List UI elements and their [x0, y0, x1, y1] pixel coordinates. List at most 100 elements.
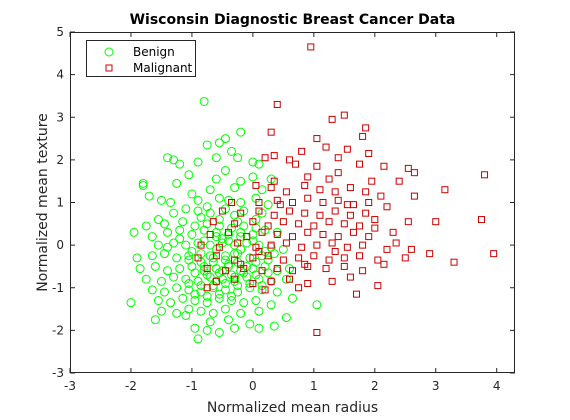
malignant-point — [270, 152, 278, 160]
benign-point — [147, 285, 157, 295]
malignant-point — [221, 267, 229, 275]
malignant-point — [334, 169, 342, 177]
malignant-point — [289, 267, 296, 275]
benign-point — [135, 264, 145, 274]
benign-point — [175, 225, 185, 235]
benign-point — [202, 140, 212, 150]
benign-point — [193, 157, 203, 167]
benign-point — [144, 191, 154, 201]
benign-point — [147, 232, 157, 242]
chart-title: Wisconsin Diagnostic Breast Cancer Data — [130, 12, 456, 28]
malignant-point — [322, 143, 330, 151]
benign-point — [156, 306, 166, 316]
benign-point — [214, 138, 224, 148]
malignant-point — [295, 220, 303, 228]
benign-point — [172, 178, 182, 188]
legend-symbol — [104, 47, 114, 57]
malignant-point — [359, 241, 367, 249]
malignant-point — [343, 201, 351, 209]
benign-point — [187, 189, 197, 199]
malignant-point — [319, 199, 327, 206]
malignant-point — [289, 233, 296, 241]
malignant-point — [359, 132, 367, 140]
benign-point — [166, 198, 176, 207]
malignant-point — [362, 188, 370, 196]
malignant-point — [362, 209, 370, 217]
malignant-point — [231, 256, 239, 264]
malignant-point — [304, 279, 312, 287]
benign-point — [129, 227, 139, 237]
benign-point — [141, 221, 151, 231]
malignant-point — [343, 145, 351, 153]
legend-marker-benign — [104, 47, 114, 57]
benign-point — [132, 253, 142, 263]
malignant-point — [292, 160, 300, 168]
y-tick-label: 3 — [56, 110, 64, 124]
x-tick-label: 2 — [371, 379, 379, 393]
malignant-point — [383, 203, 391, 211]
benign-point — [126, 298, 136, 308]
malignant-point — [273, 230, 281, 238]
benign-point — [156, 276, 166, 286]
malignant-point — [282, 188, 290, 196]
benign-point — [205, 208, 215, 218]
malignant-point — [365, 199, 373, 206]
malignant-point — [383, 245, 391, 253]
x-tick-label: -2 — [125, 379, 137, 393]
benign-point — [257, 185, 267, 195]
benign-point — [236, 308, 246, 318]
malignant-point — [267, 277, 275, 285]
benign-point — [220, 251, 230, 261]
benign-point — [220, 134, 230, 144]
malignant-point — [255, 207, 263, 215]
benign-point — [272, 227, 282, 237]
benign-point — [254, 159, 264, 169]
malignant-point — [273, 265, 281, 273]
malignant-point — [410, 192, 418, 200]
benign-point — [245, 278, 255, 288]
malignant-point — [316, 211, 324, 219]
malignant-point — [218, 207, 226, 215]
x-axis-label: Normalized mean radius — [207, 400, 378, 416]
benign-point — [184, 285, 194, 295]
benign-point — [172, 308, 182, 318]
benign-point — [211, 276, 221, 286]
benign-point — [193, 334, 203, 344]
benign-point — [211, 174, 221, 184]
malignant-point — [215, 243, 223, 251]
benign-point — [175, 264, 185, 274]
malignant-point — [313, 241, 321, 249]
malignant-point — [356, 222, 364, 230]
data-points — [126, 43, 498, 344]
malignant-point — [310, 252, 318, 260]
malignant-point — [304, 228, 312, 236]
benign-point — [187, 247, 197, 257]
benign-point — [205, 240, 215, 250]
malignant-point — [228, 199, 236, 206]
malignant-point — [264, 222, 272, 230]
benign-point — [220, 166, 230, 176]
benign-point — [217, 266, 227, 276]
malignant-point — [249, 254, 257, 262]
benign-point — [190, 221, 200, 231]
benign-point — [196, 281, 206, 291]
malignant-point — [285, 207, 293, 215]
malignant-point — [450, 258, 458, 266]
benign-point — [181, 310, 191, 320]
benign-point — [166, 298, 176, 308]
malignant-point — [258, 228, 266, 236]
malignant-point — [237, 209, 245, 217]
malignant-point — [316, 186, 324, 194]
malignant-point — [301, 209, 309, 217]
malignant-point — [279, 218, 287, 226]
x-tick-label: -3 — [64, 379, 76, 393]
benign-point — [214, 328, 224, 338]
malignant-point — [432, 218, 440, 226]
y-tick-label: 0 — [56, 238, 64, 252]
benign-point — [150, 315, 160, 325]
benign-point — [248, 172, 258, 182]
malignant-point — [328, 239, 336, 247]
malignant-point — [340, 220, 348, 228]
benign-point — [214, 268, 224, 278]
benign-point — [202, 325, 212, 335]
